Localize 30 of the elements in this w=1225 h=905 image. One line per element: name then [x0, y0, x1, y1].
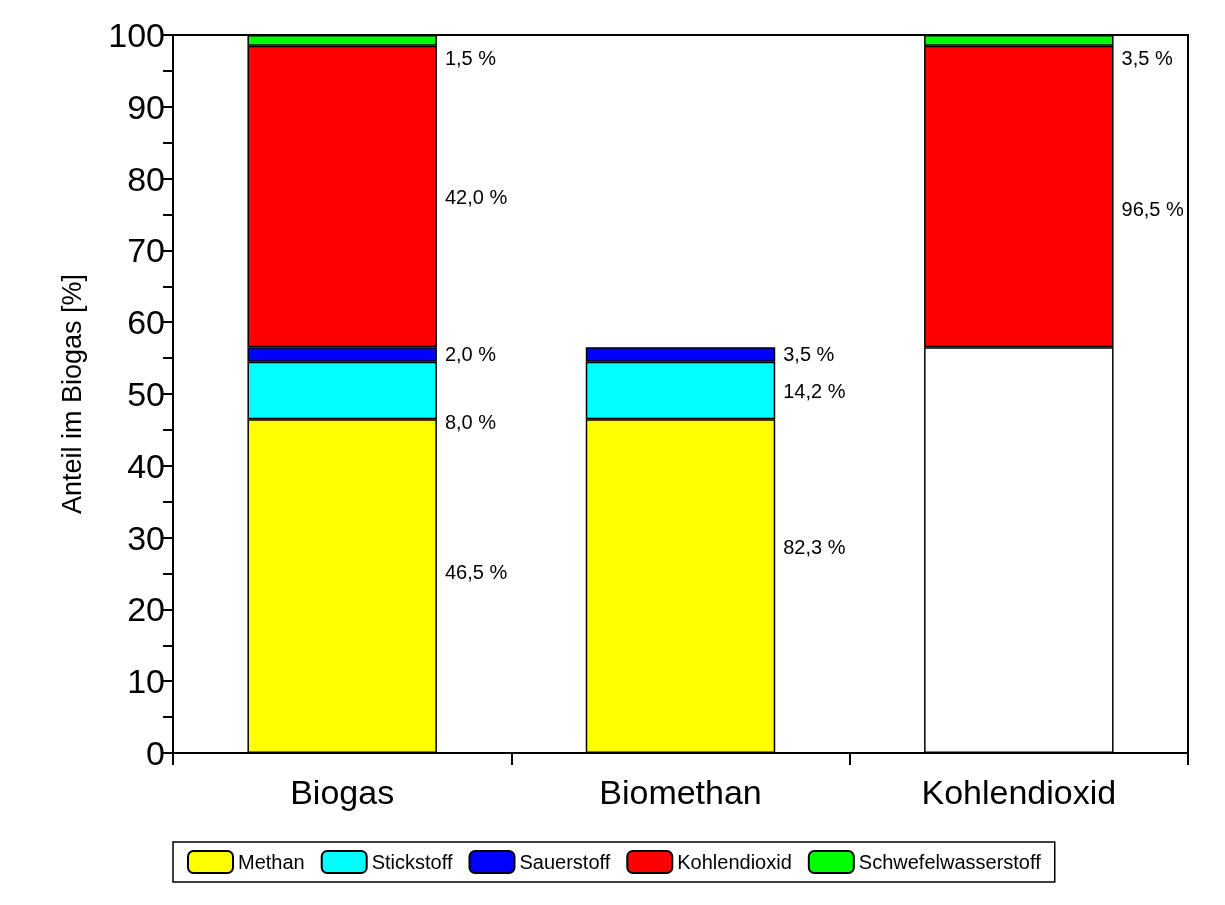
x-tick-label: Biogas [290, 773, 395, 811]
annotation: 2,0 % [444, 342, 497, 365]
annotation: 82,3 % [783, 535, 846, 558]
y-axis-title: Anteil im Biogas [%] [56, 273, 87, 515]
legend-label: Sauerstoff [519, 851, 611, 873]
y-tick-label: 0 [146, 734, 165, 772]
legend-label: Schwefelwasserstoff [858, 851, 1042, 873]
annotation: 3,5 % [783, 342, 835, 365]
y-tick-label: 100 [108, 16, 165, 54]
annotation: 8,0 % [444, 411, 497, 433]
legend-label: Stickstoff [371, 851, 453, 873]
y-tick-label: 70 [127, 231, 165, 270]
x-tick-label: Kohlendioxid [921, 773, 1117, 811]
annotation: 3,5 % [1121, 46, 1173, 69]
y-tick-label: 50 [127, 375, 165, 413]
annotation: 46,5 % [444, 561, 508, 584]
annotation: 42,0 % [444, 186, 508, 209]
annotation: 96,5 % [1121, 198, 1185, 221]
y-tick-label: 40 [127, 446, 165, 485]
y-tick-label: 60 [127, 303, 165, 342]
y-tick-label: 30 [127, 518, 165, 557]
y-tick-label: 90 [127, 87, 165, 126]
y-tick-label: 80 [127, 159, 165, 198]
annotation: 1,5 % [444, 46, 497, 69]
annotation: 14,2 % [783, 380, 846, 403]
legend-label: Methan [238, 851, 305, 873]
x-tick-label: Biomethan [599, 773, 762, 811]
y-tick-label: 10 [127, 662, 165, 701]
legend-label: Kohlendioxid [677, 851, 792, 873]
y-tick-label: 20 [127, 590, 165, 629]
